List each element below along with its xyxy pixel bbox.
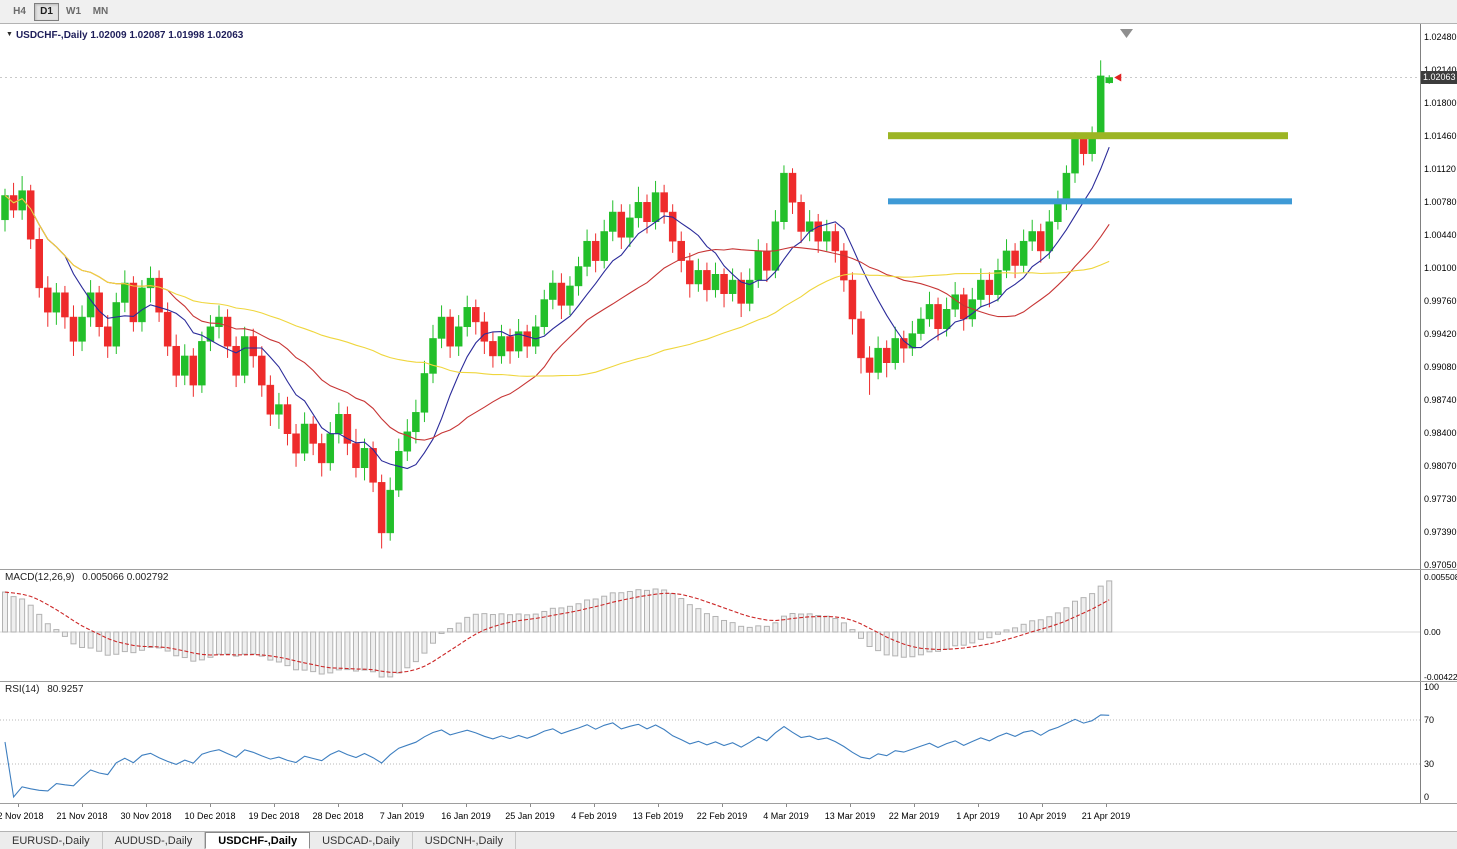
- macd-indicator-label: MACD(12,26,9) 0.005066 0.002792: [5, 572, 168, 583]
- price-axis[interactable]: 1.02063 1.02480 1.02140 1.01800 1.01460 1.01…: [1420, 24, 1457, 803]
- tab-audusd[interactable]: AUDUSD-,Daily: [103, 832, 206, 849]
- panel-separator[interactable]: [0, 681, 1457, 682]
- chart-ohlc-values: 1.02009 1.02087 1.01998 1.02063: [90, 30, 244, 41]
- date-label: 19 Dec 2018: [248, 811, 300, 821]
- price-axis-label: 0.98400: [1424, 428, 1457, 438]
- panel-separator: [0, 803, 1457, 804]
- macd-axis-label: 0.00: [1424, 627, 1441, 637]
- rsi-axis-label: 30: [1424, 759, 1435, 769]
- macd-axis-label: 0.005508: [1424, 572, 1457, 582]
- rsi-indicator-label: RSI(14) 80.9257: [5, 684, 83, 695]
- date-label: 21 Nov 2018: [56, 811, 108, 821]
- timeframe-button-mn[interactable]: MN: [92, 6, 109, 17]
- tab-usdchf[interactable]: USDCHF-,Daily: [205, 832, 311, 849]
- timeframe-button-d1[interactable]: D1: [34, 2, 59, 21]
- price-axis-label: 1.00100: [1424, 263, 1457, 273]
- date-tick: [338, 803, 339, 807]
- price-axis-label: 1.02140: [1424, 65, 1457, 76]
- date-tick: [146, 803, 147, 807]
- price-axis-label: 0.97730: [1424, 494, 1457, 504]
- date-label: 4 Feb 2019: [571, 811, 617, 821]
- macd-indicator-pane[interactable]: [0, 569, 1420, 681]
- chart-symbol-label: USDCHF-,Daily: [15, 30, 88, 41]
- price-axis-label: 0.99420: [1424, 329, 1457, 339]
- rsi-axis-label: 0: [1424, 792, 1430, 802]
- rsi-indicator-pane[interactable]: [0, 681, 1420, 803]
- price-axis-label: 1.01460: [1424, 131, 1457, 141]
- date-label: 13 Mar 2019: [824, 811, 876, 821]
- date-label: 10 Dec 2018: [184, 811, 236, 821]
- date-tick: [274, 803, 275, 807]
- date-tick: [210, 803, 211, 807]
- macd-values: 0.005066 0.002792: [82, 572, 169, 583]
- price-axis-label: 0.99080: [1424, 362, 1457, 372]
- date-tick: [786, 803, 787, 807]
- date-tick: [658, 803, 659, 807]
- date-tick: [466, 803, 467, 807]
- date-label: 4 Mar 2019: [763, 811, 809, 821]
- date-label: 21 Apr 2019: [1081, 811, 1131, 821]
- price-axis-label: 0.97050: [1424, 560, 1457, 570]
- timeframe-button-h4[interactable]: H4: [13, 6, 26, 17]
- date-label: 13 Feb 2019: [632, 811, 684, 821]
- timeframe-toolbar: H4 D1 W1 MN: [0, 0, 1457, 24]
- price-axis-label: 0.97390: [1424, 527, 1457, 537]
- price-axis-label: 1.00780: [1424, 197, 1457, 207]
- date-tick: [594, 803, 595, 807]
- date-label: 16 Jan 2019: [441, 811, 491, 821]
- date-tick: [18, 803, 19, 807]
- date-label: 30 Nov 2018: [120, 811, 172, 821]
- rsi-name: RSI(14): [5, 684, 40, 695]
- date-tick: [530, 803, 531, 807]
- price-axis-label: 0.98740: [1424, 395, 1457, 405]
- price-axis-label: 1.02480: [1424, 32, 1457, 42]
- date-label: 1 Apr 2019: [956, 811, 1000, 821]
- date-tick: [1106, 803, 1107, 807]
- macd-name: MACD(12,26,9): [5, 572, 75, 583]
- date-tick: [850, 803, 851, 807]
- date-label: 28 Dec 2018: [312, 811, 364, 821]
- price-axis-label: 0.98070: [1424, 461, 1457, 471]
- date-tick: [914, 803, 915, 807]
- date-tick: [402, 803, 403, 807]
- date-tick: [1042, 803, 1043, 807]
- date-tick: [978, 803, 979, 807]
- date-label: 10 Apr 2019: [1017, 811, 1067, 821]
- chart-tab-bar: EURUSD-,Daily AUDUSD-,Daily USDCHF-,Dail…: [0, 831, 1457, 849]
- price-axis-label: 1.00440: [1424, 230, 1457, 240]
- date-label: 25 Jan 2019: [505, 811, 555, 821]
- date-tick: [722, 803, 723, 807]
- timeframe-button-w1[interactable]: W1: [66, 6, 81, 17]
- date-axis[interactable]: 12 Nov 2018 21 Nov 2018 30 Nov 2018 10 Dec …: [0, 803, 1420, 831]
- date-label: 22 Mar 2019: [888, 811, 940, 821]
- price-axis-label: 1.01120: [1424, 164, 1456, 174]
- panel-separator[interactable]: [0, 569, 1457, 570]
- price-chart-pane[interactable]: [0, 24, 1420, 569]
- rsi-axis-label: 100: [1424, 682, 1440, 692]
- rsi-value: 80.9257: [47, 684, 84, 695]
- price-axis-label: 0.99760: [1424, 296, 1457, 306]
- date-tick: [82, 803, 83, 807]
- chart-title: ▼ USDCHF-,Daily 1.02009 1.02087 1.01998 1…: [6, 30, 243, 41]
- price-axis-label: 1.01800: [1424, 98, 1457, 108]
- rsi-axis-label: 70: [1424, 715, 1435, 725]
- date-label: 12 Nov 2018: [0, 811, 44, 821]
- tab-eurusd[interactable]: EURUSD-,Daily: [0, 832, 103, 849]
- date-label: 7 Jan 2019: [379, 811, 425, 821]
- tab-usdcad[interactable]: USDCAD-,Daily: [310, 832, 413, 849]
- date-label: 22 Feb 2019: [696, 811, 748, 821]
- chart-menu-icon[interactable]: ▼: [6, 31, 13, 38]
- tab-usdcnh[interactable]: USDCNH-,Daily: [413, 832, 516, 849]
- current-price-badge: 1.02063: [1421, 70, 1457, 84]
